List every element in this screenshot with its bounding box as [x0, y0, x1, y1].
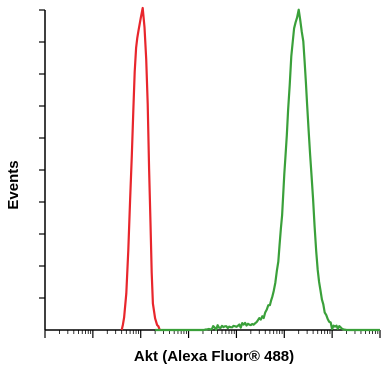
x-axis-label: Akt (Alexa Fluor® 488): [134, 348, 294, 365]
histogram-series-2: [155, 8, 380, 332]
plot-area: [39, 6, 381, 338]
histogram-series-1: [120, 6, 161, 331]
y-axis-label: Events: [5, 160, 22, 209]
